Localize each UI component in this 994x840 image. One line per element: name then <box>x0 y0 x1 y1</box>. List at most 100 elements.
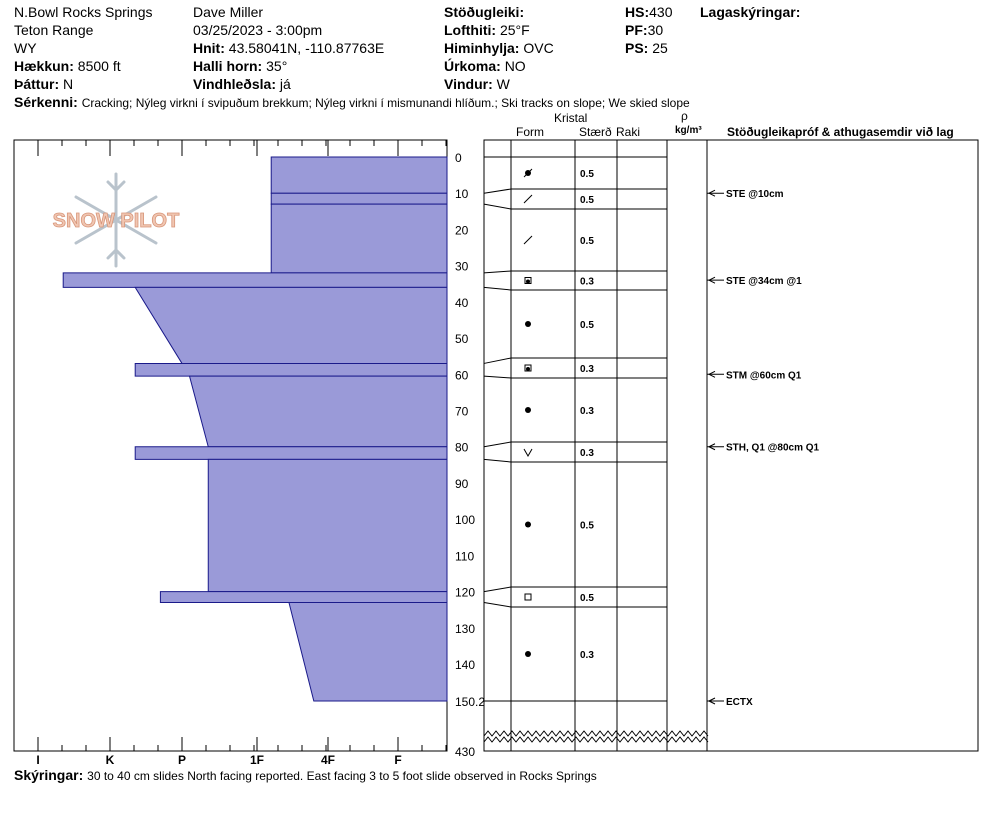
slope-value: 35° <box>266 58 288 74</box>
test-arrow-head <box>708 189 716 197</box>
wind-label: Vindur: <box>444 76 493 92</box>
wind-loading-value: já <box>279 76 291 92</box>
grain-faceted-rounded-dot-icon <box>526 279 530 284</box>
datetime: 03/25/2023 - 3:00pm <box>193 22 323 38</box>
hardness-label: K <box>106 753 115 767</box>
depth-connector-line <box>483 441 512 448</box>
air-temp: Lofthiti: 25°F <box>444 22 530 39</box>
ps-label: PS: <box>625 40 649 56</box>
depth-label: 430 <box>455 745 475 759</box>
hardness-label: 1F <box>250 753 264 767</box>
grain-size-label: 0.5 <box>580 195 594 206</box>
crystal-header: Kristal <box>554 111 588 125</box>
aspect-label: Þáttur: <box>14 76 60 92</box>
depth-label: 130 <box>455 622 475 636</box>
logo-text: SNOW PILOT <box>53 210 180 232</box>
grain-size-label: 0.3 <box>580 364 594 375</box>
elevation-value: 8500 ft <box>77 58 121 74</box>
grain-decomposing-icon <box>523 194 533 204</box>
ps-value: 25 <box>652 40 668 56</box>
snow-layer <box>270 156 448 194</box>
depth-label: 140 <box>455 658 475 672</box>
grain-faceted-rounded-dot-icon <box>526 367 530 371</box>
stability-test-label: STM @60cm Q1 <box>726 370 802 381</box>
hardness-label: F <box>394 753 401 767</box>
grain-size-label: 0.5 <box>580 320 594 331</box>
features-value: Cracking; Nýleg virkni í svipuðum brekku… <box>81 96 690 110</box>
depth-label: 20 <box>455 223 469 237</box>
coordinates: Hnit: 43.58041N, -110.87763E <box>193 40 384 57</box>
snow-layer <box>134 286 448 364</box>
grain-rounded-icon <box>525 407 531 413</box>
grain-size-label: 0.5 <box>580 236 594 247</box>
test-arrow-head <box>708 443 716 451</box>
grain-size-label: 0.3 <box>580 277 594 288</box>
depth-label: 50 <box>455 332 469 346</box>
depth-connector-line <box>483 270 512 274</box>
moisture-header: Raki <box>616 125 641 139</box>
hardness-label: P <box>178 753 186 767</box>
elevation: Hækkun: 8500 ft <box>14 58 121 75</box>
pf-label: PF: <box>625 22 648 38</box>
slope-angle: Halli horn: 35° <box>193 58 287 75</box>
test-arrow-head <box>708 370 716 378</box>
depth-connector-line <box>483 286 512 291</box>
layer-table-frame <box>483 139 979 752</box>
grain-decomposing-icon <box>523 235 533 245</box>
precip-label: Úrkoma: <box>444 58 501 74</box>
depth-label: 110 <box>455 549 474 563</box>
grain-size-label: 0.5 <box>580 169 594 180</box>
test-arrow-head <box>708 276 716 284</box>
wind-loading: Vindhleðsla: já <box>193 76 291 93</box>
aspect-value: N <box>63 76 74 92</box>
depth-label: 10 <box>455 187 469 201</box>
comments-label: Skýringar: <box>14 767 84 783</box>
snow-layer <box>134 446 448 460</box>
depth-label: 120 <box>455 586 475 600</box>
precip-value: NO <box>504 58 526 74</box>
rho-header: ρ <box>681 109 688 123</box>
depth-label: 0 <box>455 151 462 165</box>
depth-connector-line <box>483 458 512 463</box>
wind-loading-label: Vindhleðsla: <box>193 76 276 92</box>
hs-value: 430 <box>649 4 673 20</box>
air-temp-value: 25°F <box>499 22 530 38</box>
depth-label: 40 <box>455 296 469 310</box>
stability-test-label: STE @10cm <box>726 189 784 200</box>
depth-label: 30 <box>455 260 469 274</box>
snow-layer <box>134 362 448 377</box>
features: Sérkenni: Cracking; Nýleg virkni í svipu… <box>14 94 690 112</box>
snow-layer <box>62 272 448 288</box>
state: WY <box>14 40 37 56</box>
sky-cover: Himinhylja: OVC <box>444 40 554 57</box>
air-temp-label: Lofthiti: <box>444 22 497 38</box>
sky-value: OVC <box>523 40 554 56</box>
grain-rounded-icon <box>525 321 531 327</box>
coords-value: 43.58041N, -110.87763E <box>228 40 385 56</box>
snow-layer <box>207 458 448 593</box>
snow-layer <box>270 203 448 274</box>
snow-layer <box>159 591 448 603</box>
snow-layer <box>288 601 448 702</box>
grain-size-label: 0.3 <box>580 406 594 417</box>
grain-rounded-icon <box>525 521 531 528</box>
grain-size-label: 0.5 <box>580 593 594 604</box>
depth-connector-line <box>483 586 512 593</box>
grain-rounded-icon <box>525 651 531 657</box>
grain-size-label: 0.5 <box>580 521 594 532</box>
stability-test-label: STH, Q1 @80cm Q1 <box>726 443 820 454</box>
coords-label: Hnit: <box>193 40 225 56</box>
hs-label: HS: <box>625 4 650 20</box>
tests-header: Stöðugleikapróf & athugasemdir við lag <box>727 125 954 139</box>
depth-label: 60 <box>455 368 469 382</box>
depth-connector-line <box>483 188 512 194</box>
snowpilot-logo: SNOW PILOT <box>38 170 198 270</box>
grain-precip-stroke-icon <box>523 168 533 178</box>
depth-label: 70 <box>455 405 469 419</box>
pf-value: 30 <box>647 22 664 38</box>
stability-test-label: ECTX <box>726 697 753 708</box>
stability-test-label: STE @34cm @1 <box>726 276 802 287</box>
depth-connector-line <box>483 203 512 210</box>
layer-notes-label: Lagaskýringar: <box>700 4 801 20</box>
slope-label: Halli horn: <box>193 58 263 74</box>
